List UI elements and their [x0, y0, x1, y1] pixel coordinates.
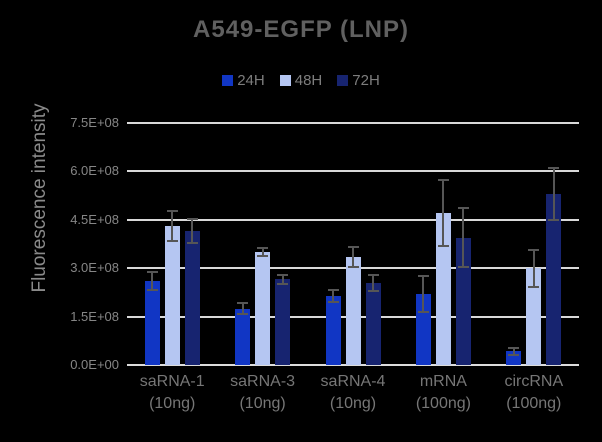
error-bar: [171, 210, 174, 243]
x-category-label: saRNA-4 (10ng): [320, 373, 386, 412]
chart-title: A549-EGFP (LNP): [193, 16, 409, 43]
bar-72h-group2: [275, 279, 291, 365]
error-bar-cap: [186, 242, 198, 244]
x-category-label: circRNA (100ng): [504, 373, 564, 412]
error-bar-cap: [417, 310, 429, 313]
error-bar-cap: [186, 218, 198, 221]
plot-area: [127, 122, 579, 366]
y-tick-label: 0.0E+00: [70, 357, 119, 372]
x-category-label: mRNA (100ng): [415, 373, 471, 412]
error-bar-cap: [277, 283, 289, 286]
y-tick-label: 3.0E+08: [70, 260, 119, 276]
bar-48h-group2: [255, 252, 271, 365]
error-bar: [462, 206, 465, 269]
gridline: [127, 122, 579, 124]
error-bar-cap: [548, 219, 560, 222]
legend: 24H 48H 72H: [0, 72, 602, 89]
error-bar-cap: [327, 300, 339, 303]
error-bar-cap: [367, 289, 379, 292]
error-bar-cap: [548, 166, 560, 169]
error-bar: [422, 275, 425, 313]
legend-item-72h: 72H: [337, 72, 380, 89]
legend-item-24h: 24H: [222, 72, 265, 89]
y-tick-label: 4.5E+08: [70, 211, 119, 227]
legend-label: 48H: [294, 72, 323, 89]
bar-48h-group4: [435, 213, 451, 365]
error-bar-cap: [347, 245, 359, 248]
bar-72h-group3: [365, 282, 381, 365]
bar-72h-group1: [184, 231, 200, 365]
legend-label: 72H: [352, 72, 380, 89]
error-bar: [442, 179, 445, 248]
error-bar: [261, 247, 264, 257]
error-bar-cap: [417, 275, 429, 278]
bar-72h-group4: [455, 237, 471, 365]
bar-72h-group5: [546, 193, 562, 365]
x-category-label: saRNA-3 (10ng): [230, 373, 296, 412]
error-bar: [512, 346, 515, 357]
legend-swatch-48h: [279, 75, 291, 86]
y-tick-label: 7.5E+08: [70, 115, 119, 130]
error-bar: [151, 271, 154, 291]
error-bar-cap: [166, 210, 178, 213]
bar-48h-group3: [345, 256, 361, 365]
error-bar-cap: [146, 271, 158, 274]
error-bar: [281, 273, 284, 286]
legend-label: 24H: [237, 72, 265, 89]
error-bar: [332, 288, 334, 303]
legend-item-48h: 48H: [279, 72, 323, 89]
error-bar-cap: [528, 285, 540, 288]
bar-48h-group1: [164, 226, 180, 365]
error-bar: [352, 245, 354, 269]
error-bar-cap: [437, 245, 449, 248]
error-bar-cap: [367, 273, 379, 276]
error-bar-cap: [257, 254, 269, 257]
error-bar: [552, 166, 555, 222]
error-bar-cap: [508, 354, 520, 357]
error-bar-cap: [457, 266, 469, 269]
error-bar: [241, 302, 244, 315]
x-axis-line: [127, 364, 579, 366]
error-bar-cap: [146, 288, 158, 291]
gridline: [127, 218, 579, 221]
y-tick-label: 6.0E+08: [70, 163, 119, 179]
legend-swatch-72h: [337, 75, 349, 86]
bar-24h-group1: [144, 281, 160, 365]
error-bar-cap: [347, 266, 359, 269]
error-bar-cap: [257, 247, 269, 250]
y-tick-label: 1.5E+08: [70, 308, 119, 324]
error-bar: [372, 273, 374, 292]
bar-24h-group3: [325, 295, 341, 365]
error-bar-cap: [528, 248, 540, 251]
error-bar-cap: [166, 240, 178, 243]
error-bar-cap: [508, 346, 520, 349]
error-bar: [191, 218, 194, 244]
gridline: [127, 170, 579, 173]
error-bar-cap: [237, 302, 249, 305]
bar-48h-group5: [526, 268, 542, 365]
error-bar-cap: [277, 273, 289, 276]
error-bar-cap: [237, 312, 249, 315]
x-category-label: saRNA-1 (10ng): [139, 373, 205, 412]
legend-swatch-24h: [222, 75, 234, 86]
error-bar-cap: [457, 206, 469, 209]
error-bar: [532, 248, 535, 288]
error-bar-cap: [327, 288, 339, 291]
bar-24h-group2: [235, 308, 251, 365]
error-bar-cap: [437, 179, 449, 182]
